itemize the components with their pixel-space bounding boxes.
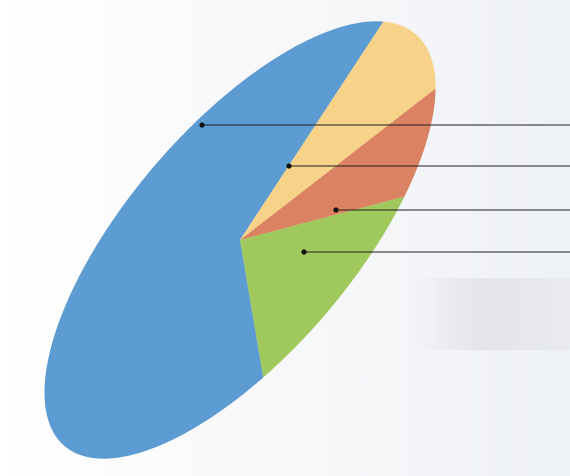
pie-slices <box>44 21 436 459</box>
pie-slice-2 <box>240 196 405 378</box>
pie-slice-3 <box>240 88 436 240</box>
pie-slice-4 <box>240 21 436 240</box>
background-shadow-band <box>410 278 570 350</box>
leader-dot-2 <box>286 163 292 169</box>
leader-dot-1 <box>199 122 205 128</box>
pie-slice-1 <box>44 21 384 459</box>
leader-dot-4 <box>301 249 307 255</box>
leader-lines <box>199 122 570 255</box>
leader-dot-3 <box>333 207 339 213</box>
